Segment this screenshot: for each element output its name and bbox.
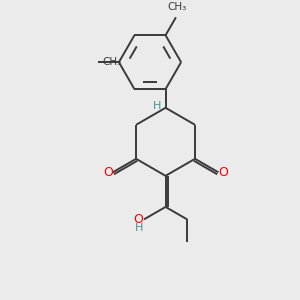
Text: CH₃: CH₃	[167, 2, 187, 12]
Text: O: O	[103, 166, 113, 179]
Text: CH₃: CH₃	[102, 57, 122, 67]
Text: H: H	[134, 224, 143, 233]
Text: O: O	[218, 166, 228, 179]
Text: O: O	[134, 213, 143, 226]
Text: H: H	[153, 101, 161, 111]
